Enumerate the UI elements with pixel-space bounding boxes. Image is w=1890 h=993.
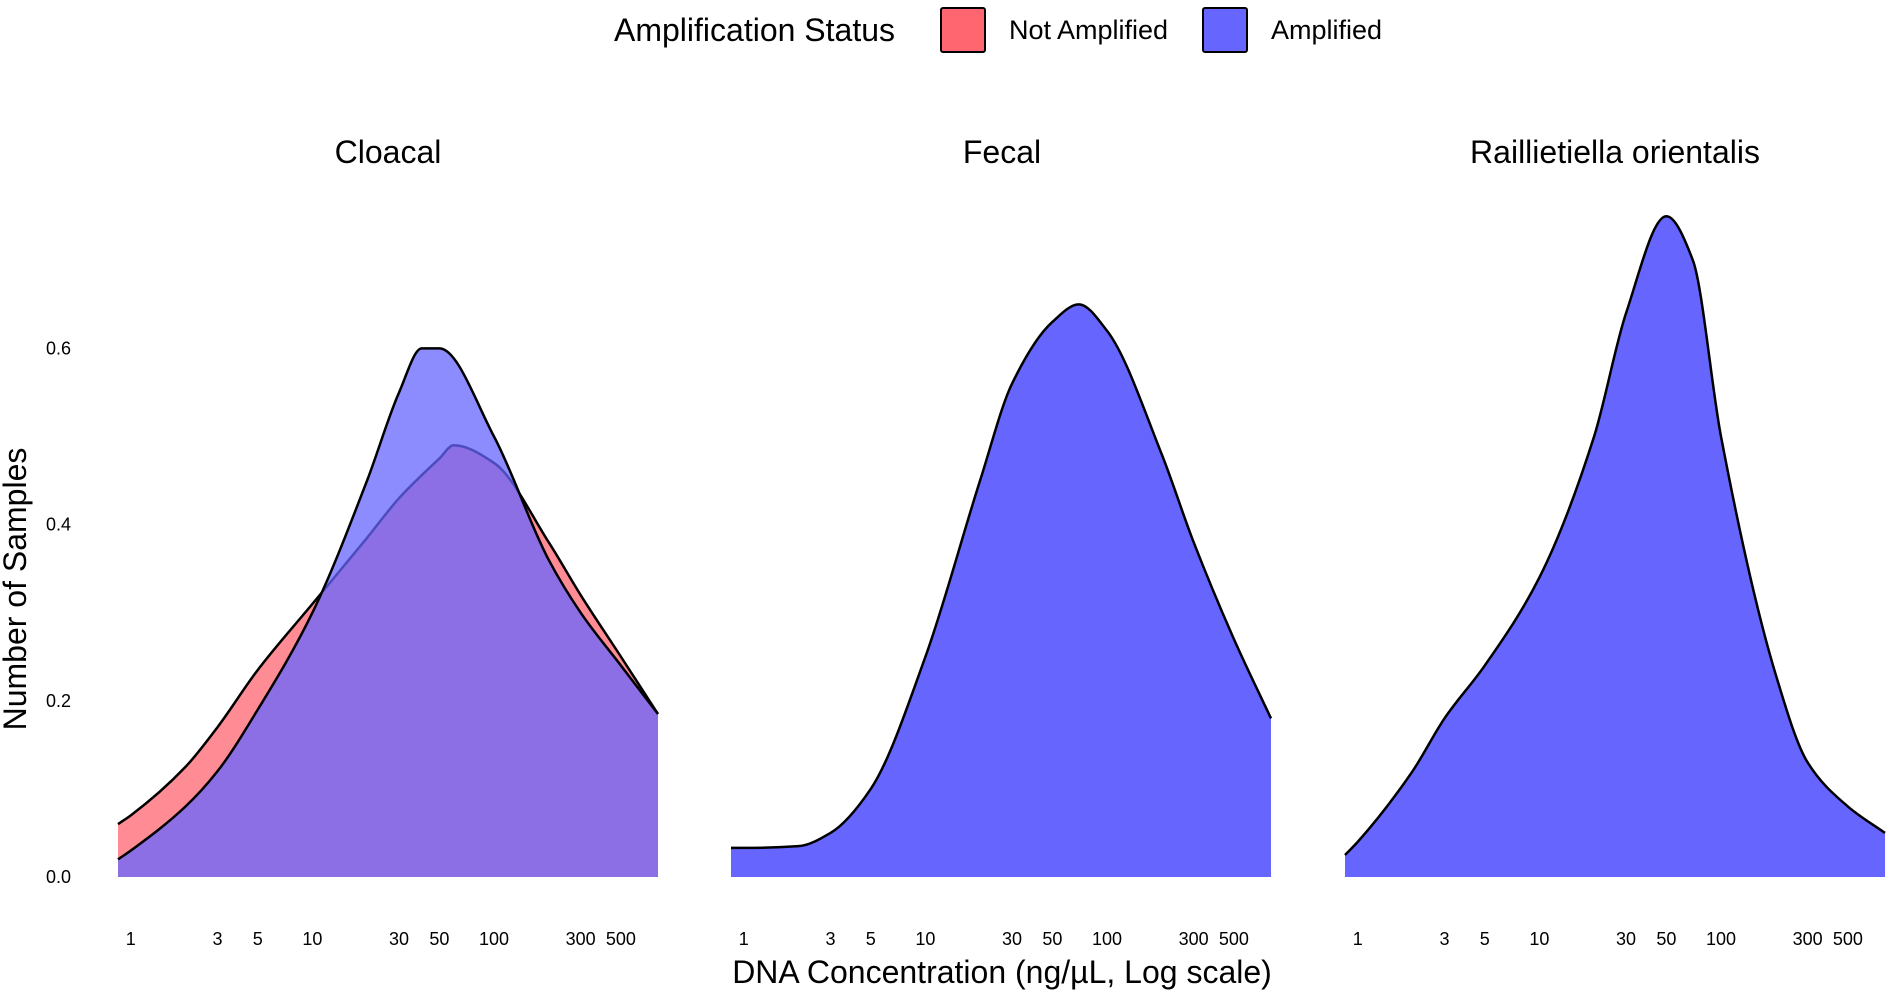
y-tick-label: 0.2 (46, 691, 71, 711)
x-tick-label: 50 (1656, 929, 1676, 949)
x-tick-label: 30 (389, 929, 409, 949)
panel-raillietiella (1344, 214, 1886, 877)
y-axis-title: Number of Samples (0, 448, 33, 731)
x-tick-label: 100 (1092, 929, 1122, 949)
x-tick-label: 3 (1439, 929, 1449, 949)
x-tick-label: 1 (739, 929, 749, 949)
legend-label-not-amplified: Not Amplified (1009, 15, 1168, 45)
x-tick-label: 100 (1706, 929, 1736, 949)
y-axis-ticks: 0.0 0.2 0.4 0.6 (46, 338, 71, 887)
legend-title: Amplification Status (614, 12, 895, 48)
facet-title-fecal: Fecal (963, 134, 1041, 170)
density-line-amplified (117, 347, 659, 861)
density-area-amplified (118, 348, 658, 877)
density-line-amplified (730, 303, 1273, 850)
x-tick-label: 5 (1480, 929, 1490, 949)
x-tick-label: 1 (1353, 929, 1363, 949)
legend-label-amplified: Amplified (1271, 15, 1382, 45)
x-tick-label: 300 (1179, 929, 1209, 949)
x-tick-label: 50 (429, 929, 449, 949)
x-tick-label: 500 (1833, 929, 1863, 949)
x-axis-title: DNA Concentration (ng/µL, Log scale) (732, 954, 1272, 990)
density-line-amplified (1344, 214, 1886, 856)
x-tick-label: 1 (126, 929, 136, 949)
legend-swatch-amplified (1202, 7, 1248, 53)
panel-cloacal (117, 347, 660, 877)
x-axis-ticks: 1 3 5 10 30 50 100 300 500 1 3 5 10 30 50 100 300 500 1 3 5 1… (126, 929, 1863, 949)
panel-fecal (730, 303, 1273, 878)
x-tick-label: 30 (1002, 929, 1022, 949)
x-tick-label: 5 (866, 929, 876, 949)
legend-swatch-not-amplified (940, 7, 986, 53)
x-tick-label: 300 (1793, 929, 1823, 949)
density-area-amplified (731, 304, 1271, 878)
facet-title-raillietiella: Raillietiella orientalis (1470, 134, 1760, 170)
y-tick-label: 0.0 (46, 867, 71, 887)
x-tick-label: 500 (606, 929, 636, 949)
x-tick-label: 100 (479, 929, 509, 949)
x-tick-label: 30 (1616, 929, 1636, 949)
x-tick-label: 10 (1529, 929, 1549, 949)
x-tick-label: 50 (1042, 929, 1062, 949)
y-tick-label: 0.6 (46, 338, 71, 358)
density-area-amplified (1345, 216, 1885, 877)
y-tick-label: 0.4 (46, 515, 71, 535)
x-tick-label: 500 (1219, 929, 1249, 949)
x-tick-label: 3 (212, 929, 222, 949)
x-tick-label: 5 (253, 929, 263, 949)
x-tick-label: 10 (302, 929, 322, 949)
x-tick-label: 300 (566, 929, 596, 949)
facet-title-cloacal: Cloacal (335, 134, 442, 170)
x-tick-label: 10 (915, 929, 935, 949)
x-tick-label: 3 (825, 929, 835, 949)
legend: Amplification Status Not Amplified Ampli… (614, 7, 1382, 53)
